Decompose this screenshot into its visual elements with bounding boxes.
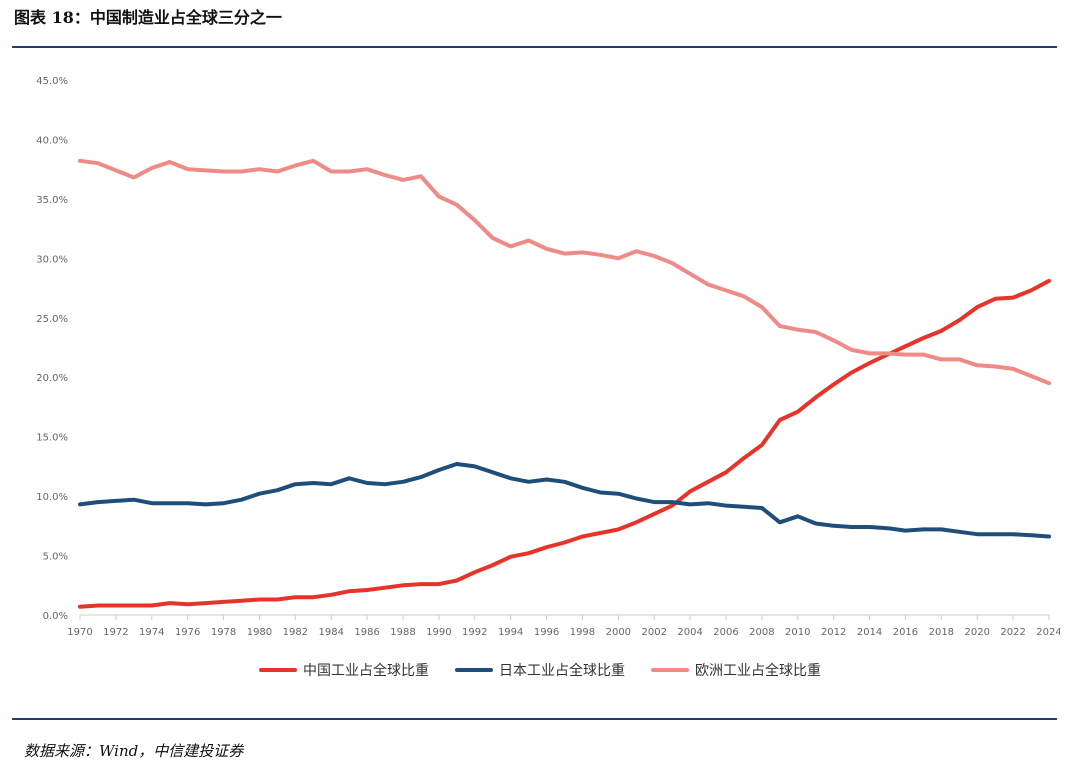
x-tick-label: 2022 [1000,627,1025,638]
x-tick-label: 1982 [283,627,308,638]
line-chart: 0.0% 5.0% 10.0% 15.0% 20.0% 25.0% 30.0% 35.0% 40… [36,76,1060,638]
legend-item: 日本工业占全球比重 [455,660,625,680]
x-tick-label: 1994 [498,627,523,638]
x-tick-label: 1992 [462,627,487,638]
x-tick-label: 2006 [713,627,738,638]
source-note: 数据来源：Wind，中信建投证券 [24,742,244,760]
y-tick-label: 20.0% [36,373,68,384]
y-tick-label: 5.0% [43,552,68,563]
figure-title: 图表 18：中国制造业占全球三分之一 [14,8,282,27]
y-tick-label: 10.0% [36,492,68,503]
x-tick-label: 2008 [749,627,774,638]
y-tick-label: 0.0% [43,611,68,622]
x-tick-label: 1988 [390,627,415,638]
legend-label: 中国工业占全球比重 [303,663,429,679]
series-line-2 [78,158,1051,386]
x-tick-label: 1974 [139,627,164,638]
top-divider [12,46,1057,48]
bottom-divider [12,718,1057,720]
y-tick-label: 15.0% [36,433,68,444]
x-tick-label: 2004 [677,627,702,638]
legend-swatch [259,668,297,672]
x-tick-label: 1986 [354,627,379,638]
y-tick-label: 35.0% [36,195,68,206]
legend-swatch [651,668,689,672]
x-tick-label: 2010 [785,627,810,638]
x-tick-label: 2020 [964,627,989,638]
x-tick-label: 1990 [426,627,451,638]
legend-label: 欧洲工业占全球比重 [695,663,821,679]
x-tick-label: 1998 [570,627,595,638]
chart-legend: 中国工业占全球比重 日本工业占全球比重 欧洲工业占全球比重 [0,660,1080,680]
legend-label: 日本工业占全球比重 [499,663,625,679]
x-tick-label: 1980 [247,627,272,638]
legend-item: 中国工业占全球比重 [259,660,429,680]
x-tick-label: 2012 [821,627,846,638]
x-tick-label: 1978 [211,627,236,638]
x-tick-label: 1996 [534,627,559,638]
y-tick-label: 45.0% [36,76,68,87]
series-line-1 [78,462,1051,539]
x-tick-label: 2000 [606,627,631,638]
x-tick-label: 2014 [857,627,882,638]
x-tick-label: 1976 [175,627,200,638]
x-tick-label: 1972 [103,627,128,638]
legend-item: 欧洲工业占全球比重 [651,660,821,680]
y-tick-label: 30.0% [36,254,68,265]
x-tick-label: 2024 [1036,627,1060,638]
legend-swatch [455,668,493,672]
series-line-0 [78,278,1051,609]
x-tick-label: 1984 [318,627,343,638]
x-tick-label: 2002 [641,627,666,638]
y-tick-label: 40.0% [36,135,68,146]
y-tick-label: 25.0% [36,314,68,325]
x-tick-label: 2016 [893,627,918,638]
x-tick-label: 1970 [67,627,92,638]
x-tick-label: 2018 [929,627,954,638]
